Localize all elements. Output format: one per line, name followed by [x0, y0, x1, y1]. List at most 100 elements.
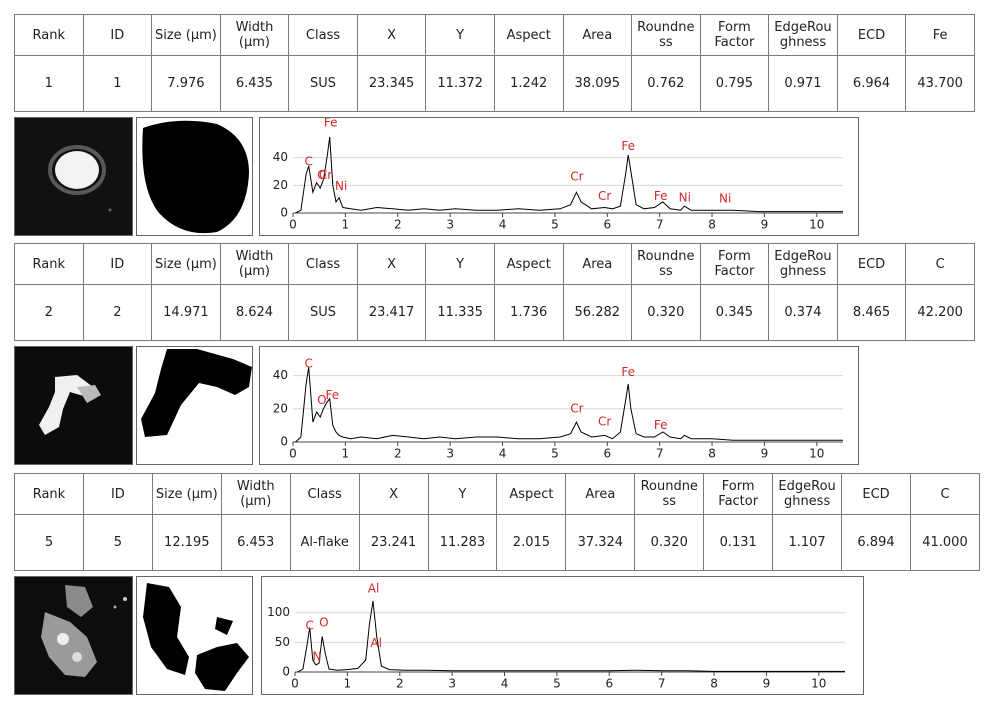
header-cell: Rank: [14, 14, 84, 56]
value-cell: 11.283: [427, 514, 498, 571]
header-cell: Aspect: [493, 14, 564, 56]
header-cell: Class: [288, 14, 358, 56]
value-cell: 1: [14, 55, 84, 112]
x-tick-label: 6: [603, 447, 611, 461]
value-cell: 42.200: [905, 284, 975, 341]
peak-label: Cr: [319, 168, 332, 182]
value-cell: 1.736: [493, 284, 564, 341]
particle-table: Rank ID Size (μm) Width (μm) Class X Y Aspect Ar…: [14, 243, 975, 341]
x-tick-label: 0: [289, 218, 297, 232]
value-cell: 41.000: [909, 514, 981, 571]
value-cell: 11.372: [425, 55, 495, 112]
header-cell: Width (μm): [219, 243, 290, 285]
header-cell: ECD: [836, 243, 907, 285]
header-row: Rank ID Size (μm) Width (μm) Class X Y Aspect Ar…: [14, 473, 981, 515]
x-tick-label: 2: [396, 677, 404, 691]
x-tick-label: 8: [708, 447, 716, 461]
peak-label: Ni: [335, 179, 347, 193]
spectrum-line: [295, 367, 843, 443]
x-tick-label: 7: [656, 447, 664, 461]
x-tick-label: 9: [763, 677, 771, 691]
header-cell: EdgeRoughness: [768, 14, 838, 56]
particle-table: Rank ID Size (μm) Width (μm) Class X Y Aspect Ar…: [14, 14, 975, 112]
header-cell: Y: [425, 14, 495, 56]
value-cell: 0.320: [631, 284, 701, 341]
data-row: 5 5 12.195 6.453 Al-flake 23.241 11.283 2.015 37…: [14, 514, 981, 571]
value-cell: 8.465: [836, 284, 907, 341]
x-tick-label: 0: [289, 447, 297, 461]
y-tick-label: 20: [273, 401, 288, 415]
peak-label: Fe: [621, 365, 635, 379]
header-cell: Width (μm): [220, 473, 291, 515]
header-cell: ID: [82, 473, 153, 515]
header-cell: Size (μm): [151, 243, 221, 285]
value-cell: 37.324: [565, 514, 636, 571]
peak-label: N: [313, 650, 322, 664]
header-cell: ECD: [836, 14, 907, 56]
value-cell: 23.241: [358, 514, 429, 571]
peak-label: Al: [370, 636, 382, 650]
header-cell: Fe: [905, 14, 975, 56]
header-cell: Area: [565, 473, 636, 515]
header-row: Rank ID Size (μm) Width (μm) Class X Y Aspect Ar…: [14, 243, 975, 285]
header-cell: Size (μm): [151, 14, 221, 56]
header-cell: X: [356, 243, 427, 285]
particle-table: Rank ID Size (μm) Width (μm) Class X Y Aspect Ar…: [14, 473, 981, 571]
spectrum-panel: 0 20 40 0 1 2 3 4 5 6 7 8 9 10 C O Cr Fe Ni Cr Cr Fe Fe Ni Ni: [259, 116, 859, 236]
value-cell: 0.762: [631, 55, 701, 112]
x-tick-label: 7: [658, 677, 666, 691]
value-cell: SUS: [288, 284, 358, 341]
header-cell: EdgeRoughness: [772, 473, 843, 515]
header-cell: Width (μm): [219, 14, 290, 56]
spectrum-chart: 0 50 100 0 1 2 3 4 5 6 7 8 9 10 C O N Al Al: [267, 582, 845, 691]
mask-image: [136, 576, 253, 695]
header-cell: Y: [425, 243, 495, 285]
header-cell: Aspect: [496, 473, 567, 515]
x-tick-label: 6: [603, 218, 611, 232]
header-cell: ID: [82, 14, 153, 56]
x-tick-label: 2: [394, 447, 402, 461]
header-cell: ID: [82, 243, 153, 285]
mask-image-graphic: [142, 120, 249, 234]
peak-label: Fe: [325, 388, 339, 402]
x-tick-label: 3: [448, 677, 456, 691]
header-cell: Roundness: [631, 14, 701, 56]
value-cell: 23.417: [356, 284, 427, 341]
x-tick-label: 10: [809, 218, 824, 232]
peak-label: Ni: [719, 192, 731, 206]
header-cell: Rank: [14, 243, 84, 285]
peak-label: Fe: [654, 189, 668, 203]
x-tick-label: 7: [656, 218, 664, 232]
data-row: 2 2 14.971 8.624 SUS 23.417 11.335 1.736 56.282 0…: [14, 284, 975, 341]
header-cell: Class: [288, 243, 358, 285]
spectrum-panel: 0 20 40 0 1 2 3 4 5 6 7 8 9 10 C O Fe Cr Cr Fe Fe: [259, 346, 859, 465]
header-cell: Class: [289, 473, 360, 515]
y-tick-label: 0: [280, 435, 288, 449]
y-tick-label: 50: [275, 635, 290, 649]
header-cell: Form Factor: [699, 243, 770, 285]
x-tick-label: 9: [761, 447, 769, 461]
y-tick-label: 0: [282, 665, 290, 679]
peak-label: Cr: [570, 170, 583, 184]
value-cell: Al-flake: [289, 514, 360, 571]
value-cell: 5: [82, 514, 153, 571]
value-cell: 0.795: [699, 55, 770, 112]
value-cell: 56.282: [562, 284, 633, 341]
header-cell: X: [358, 473, 429, 515]
value-cell: 1.107: [772, 514, 843, 571]
value-cell: 14.971: [151, 284, 221, 341]
peak-label: Cr: [570, 401, 583, 415]
value-cell: 6.435: [219, 55, 290, 112]
x-tick-label: 9: [761, 218, 769, 232]
mask-image-graphic: [141, 349, 252, 437]
x-tick-label: 4: [499, 218, 507, 232]
x-tick-label: 10: [811, 677, 826, 691]
header-cell: Rank: [14, 473, 84, 515]
y-tick-label: 40: [273, 150, 288, 164]
header-cell: ECD: [841, 473, 911, 515]
header-cell: Y: [427, 473, 498, 515]
header-cell: EdgeRoughness: [768, 243, 838, 285]
